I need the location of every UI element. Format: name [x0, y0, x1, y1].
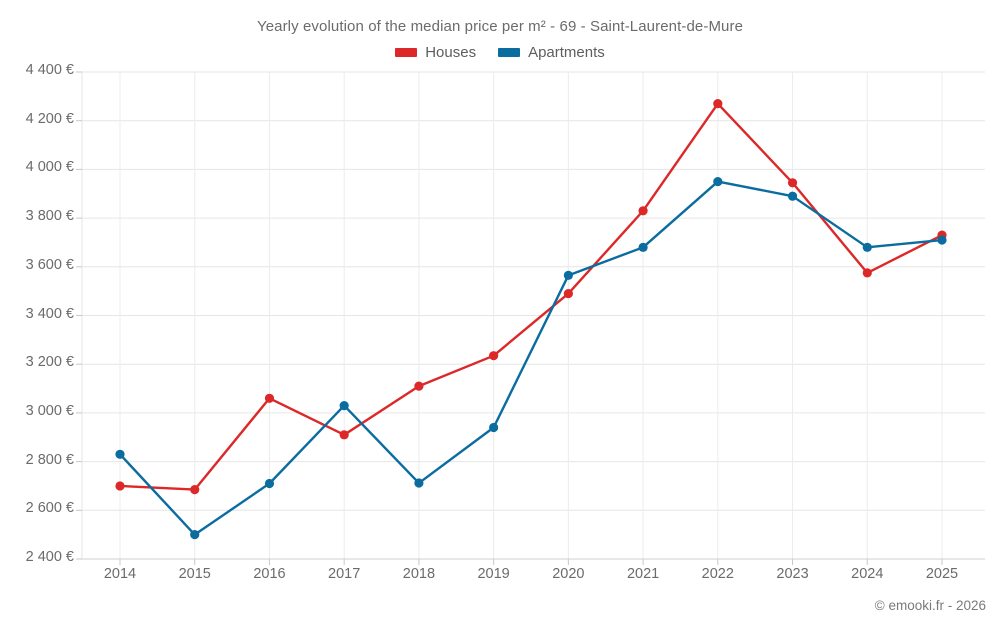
y-tick-label: 4 400 € — [25, 62, 74, 78]
legend-item-houses[interactable]: Houses — [395, 44, 476, 61]
data-point-houses[interactable] — [190, 485, 200, 495]
chart-title: Yearly evolution of the median price per… — [256, 18, 744, 35]
y-tick-label: 2 400 € — [25, 549, 74, 565]
x-tick-label: 2020 — [552, 566, 585, 582]
y-tick-label: 2 600 € — [25, 500, 74, 517]
x-tick-label: 2022 — [701, 566, 734, 582]
data-point-apartments[interactable] — [638, 242, 648, 252]
data-point-houses[interactable] — [787, 178, 798, 188]
legend-label-apartments: Apartments — [528, 44, 605, 61]
y-tick-label: 3 200 € — [25, 354, 74, 371]
data-point-apartments[interactable] — [190, 530, 200, 540]
data-point-houses[interactable] — [563, 288, 573, 299]
data-point-apartments[interactable] — [563, 270, 573, 280]
y-tick-label: 3 400 € — [25, 305, 74, 322]
x-tick-label: 2016 — [253, 566, 286, 582]
y-tick-label: 3 800 € — [25, 208, 74, 225]
series-line-apartments — [118, 180, 944, 536]
data-point-houses[interactable] — [339, 430, 349, 440]
data-point-apartments[interactable] — [937, 235, 947, 245]
gridlines — [82, 71, 985, 560]
legend-label-houses: Houses — [425, 44, 477, 61]
data-point-houses[interactable] — [862, 268, 872, 278]
x-tick-label: 2018 — [402, 566, 436, 582]
data-point-apartments[interactable] — [264, 478, 275, 489]
y-axis: 2 400 € 2 600 € 2 800 € 3 000 € 3 200 € 3 400… — [0, 0, 74, 625]
legend-line-swatch-apartments — [498, 48, 521, 57]
data-point-apartments[interactable] — [713, 176, 723, 187]
legend-item-apartments[interactable]: Apartments — [498, 44, 605, 61]
data-point-apartments[interactable] — [862, 242, 872, 252]
data-point-apartments[interactable] — [787, 191, 798, 201]
y-tick-label: 4 000 € — [25, 159, 74, 176]
chart-credit: © emooki.fr - 2026 — [874, 598, 986, 613]
y-tick-label: 4 200 € — [25, 110, 74, 127]
chart-legend: Houses Apartments — [0, 44, 1000, 61]
legend-line-swatch-houses — [395, 48, 418, 57]
data-point-apartments[interactable] — [414, 478, 424, 488]
x-tick-label: 2024 — [851, 566, 884, 582]
data-point-houses[interactable] — [264, 393, 275, 403]
x-tick-label: 2015 — [178, 566, 211, 582]
data-point-houses[interactable] — [489, 351, 499, 361]
y-tick-label: 3 600 € — [25, 256, 74, 273]
x-tick-label: 2014 — [103, 566, 137, 582]
x-tick-label: 2021 — [626, 566, 660, 582]
x-tick-label: 2019 — [477, 566, 510, 582]
x-tick-label: 2017 — [328, 566, 361, 582]
y-tick-label: 2 800 € — [25, 451, 74, 468]
data-point-apartments[interactable] — [489, 422, 499, 433]
data-point-apartments[interactable] — [115, 449, 125, 459]
data-point-apartments[interactable] — [339, 400, 349, 411]
y-tick-label: 3 000 € — [25, 402, 74, 419]
x-tick-label: 2025 — [925, 566, 959, 582]
data-point-houses[interactable] — [638, 206, 648, 216]
data-point-houses[interactable] — [115, 481, 125, 491]
data-point-houses[interactable] — [414, 381, 424, 391]
data-point-houses[interactable] — [713, 99, 723, 109]
x-tick-label: 2023 — [776, 566, 809, 582]
series-line-houses — [118, 102, 944, 491]
